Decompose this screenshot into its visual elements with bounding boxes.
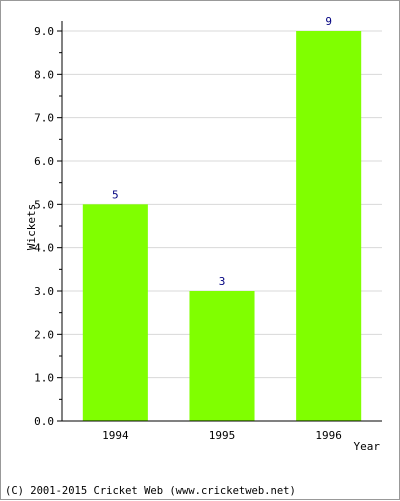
y-tick-label: 9.0 bbox=[34, 25, 54, 38]
x-tick-label: 1995 bbox=[209, 429, 236, 442]
data-label-1994: 5 bbox=[112, 188, 119, 201]
data-label-1995: 3 bbox=[219, 275, 226, 288]
data-labels: 5 3 9 bbox=[112, 15, 332, 288]
y-tick-label: 0.0 bbox=[34, 415, 54, 428]
x-axis-title: Year bbox=[354, 440, 381, 453]
copyright-footer: (C) 2001-2015 Cricket Web (www.cricketwe… bbox=[5, 485, 296, 497]
x-tick-labels: 1994 1995 1996 bbox=[102, 429, 342, 442]
y-tick-label: 8.0 bbox=[34, 68, 54, 81]
bar-1994 bbox=[82, 204, 148, 421]
y-tick-label: 4.0 bbox=[34, 242, 54, 255]
x-tick-label: 1994 bbox=[102, 429, 129, 442]
y-tick-label: 7.0 bbox=[34, 112, 54, 125]
y-tick-label: 3.0 bbox=[34, 285, 54, 298]
y-tick-labels: 0.0 1.0 2.0 3.0 4.0 5.0 6.0 7.0 8.0 9.0 bbox=[34, 25, 54, 428]
y-tick-label: 2.0 bbox=[34, 328, 54, 341]
y-axis-title: Wickets bbox=[25, 204, 38, 250]
bar-1996 bbox=[296, 31, 362, 421]
data-label-1996: 9 bbox=[325, 15, 332, 28]
axes bbox=[57, 21, 382, 422]
bar-1995 bbox=[189, 291, 255, 421]
bars bbox=[82, 31, 362, 421]
y-tick-label: 1.0 bbox=[34, 372, 54, 385]
x-tick-label: 1996 bbox=[315, 429, 342, 442]
y-tick-label: 6.0 bbox=[34, 155, 54, 168]
y-tick-label: 5.0 bbox=[34, 198, 54, 211]
